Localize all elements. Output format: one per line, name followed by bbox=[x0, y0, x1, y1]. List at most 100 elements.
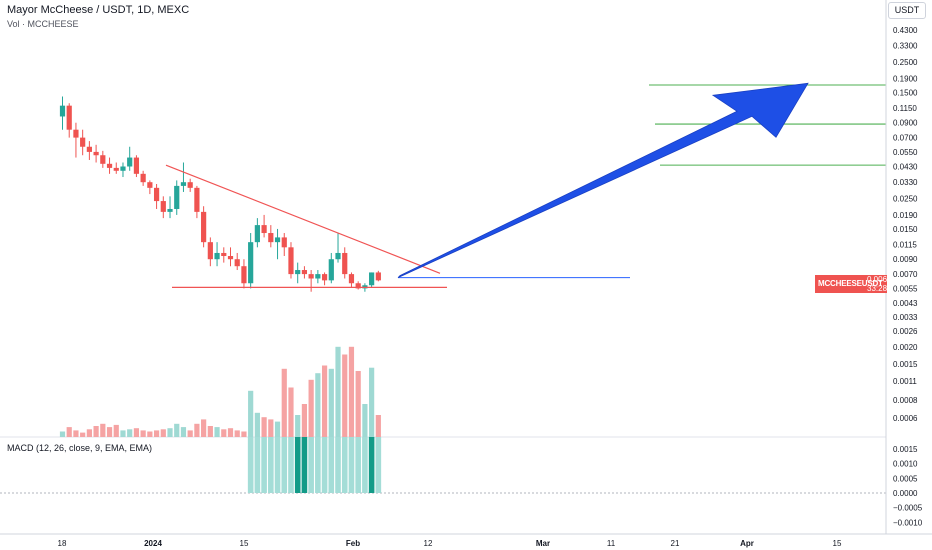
price-tick-label: 0.0190 bbox=[893, 211, 918, 220]
candle-body bbox=[268, 233, 274, 243]
candle-body bbox=[80, 137, 86, 147]
projection-arrow bbox=[397, 82, 809, 278]
time-tick-label: 18 bbox=[58, 539, 67, 548]
macd-label: MACD (12, 26, close, 9, EMA, EMA) bbox=[7, 443, 153, 453]
candle-body bbox=[214, 252, 220, 260]
volume-bar bbox=[133, 428, 140, 437]
price-tick-label: 0.0043 bbox=[893, 299, 918, 308]
candle-body bbox=[120, 166, 126, 171]
volume-pane bbox=[59, 346, 381, 437]
macd-tick-label: 0.0005 bbox=[893, 474, 918, 483]
candle-body bbox=[375, 272, 381, 281]
macd-hist-bar bbox=[315, 437, 321, 493]
macd-hist-bar bbox=[341, 437, 348, 493]
candle-body bbox=[315, 274, 321, 279]
volume-bar bbox=[335, 346, 341, 437]
price-tick-label: 0.0033 bbox=[893, 313, 918, 322]
volume-bar bbox=[167, 428, 173, 437]
price-tick-label: 0.0090 bbox=[893, 255, 918, 264]
volume-bar bbox=[227, 428, 234, 437]
price-tick-label: 0.1500 bbox=[893, 88, 918, 97]
volume-bar bbox=[348, 346, 355, 437]
candle-body bbox=[369, 272, 375, 286]
volume-bar bbox=[140, 430, 146, 437]
macd-hist-bar bbox=[362, 437, 368, 493]
candle-body bbox=[274, 237, 281, 243]
candle-body bbox=[321, 274, 328, 281]
candle-body bbox=[100, 155, 106, 164]
price-tick-label: 0.0430 bbox=[893, 163, 918, 172]
price-tick-label: 0.0008 bbox=[893, 396, 918, 405]
macd-hist-bar bbox=[355, 437, 361, 493]
volume-bar bbox=[174, 423, 180, 437]
volume-bar bbox=[59, 431, 66, 437]
macd-hist-bar bbox=[288, 437, 294, 493]
price-tick-label: 0.0330 bbox=[893, 178, 918, 187]
time-tick-label: 11 bbox=[607, 539, 616, 548]
volume-bar bbox=[321, 365, 328, 437]
price-tick-label: 0.0115 bbox=[893, 241, 917, 250]
candle-body bbox=[160, 201, 166, 212]
volume-bar bbox=[355, 371, 361, 437]
time-tick-label: 2024 bbox=[144, 539, 162, 548]
drawing-layer bbox=[165, 82, 886, 288]
macd-hist-bar bbox=[281, 437, 288, 493]
candle-body bbox=[295, 270, 301, 275]
volume-bar bbox=[281, 368, 287, 437]
price-tick-label: 0.0900 bbox=[893, 119, 918, 128]
macd-hist-bar bbox=[254, 437, 261, 493]
macd-hist-bar bbox=[274, 437, 281, 493]
volume-bar bbox=[207, 426, 213, 437]
volume-label: Vol · MCCHEESE bbox=[7, 19, 79, 29]
candle-body bbox=[301, 270, 308, 275]
volume-bar bbox=[106, 427, 113, 437]
descending-trendline bbox=[165, 164, 441, 274]
price-axis[interactable]: 0.4300 0.3300 0.2500 0.1900 0.1500 0.1150 0.09… bbox=[885, 0, 923, 534]
candle-body bbox=[221, 252, 227, 257]
macd-hist-bar bbox=[348, 437, 355, 493]
price-tick-label: 0.3300 bbox=[893, 42, 918, 51]
candle-body bbox=[201, 211, 207, 243]
macd-tick-label: −0.0005 bbox=[893, 504, 923, 513]
volume-bar bbox=[288, 387, 294, 437]
candle-body bbox=[335, 252, 341, 260]
candle-body bbox=[241, 266, 247, 284]
time-tick-label: 15 bbox=[240, 539, 249, 548]
currency-button[interactable]: USDT bbox=[888, 2, 926, 19]
candle-body bbox=[180, 182, 187, 186]
macd-hist-bar bbox=[308, 437, 314, 493]
volume-bar bbox=[93, 426, 99, 437]
price-tag-value: 0.0063 bbox=[867, 275, 892, 284]
price-tick-label: 0.2500 bbox=[893, 58, 918, 67]
macd-hist-bar bbox=[368, 437, 375, 493]
candle-body bbox=[187, 182, 193, 188]
volume-bar bbox=[241, 431, 247, 437]
macd-hist-bar bbox=[301, 437, 308, 493]
volume-bar bbox=[328, 368, 334, 437]
volume-bar bbox=[254, 412, 260, 437]
volume-bar bbox=[86, 429, 92, 437]
price-tick-label: 0.0150 bbox=[893, 225, 918, 234]
candle-body bbox=[348, 274, 355, 284]
price-tick-label: 0.0250 bbox=[893, 195, 918, 204]
volume-bar bbox=[147, 431, 153, 437]
macd-hist-bar bbox=[268, 437, 274, 493]
macd-tick-label: 0.0010 bbox=[893, 460, 918, 469]
candle-body bbox=[140, 173, 146, 183]
candle-body bbox=[308, 274, 314, 279]
volume-bar bbox=[362, 404, 368, 437]
time-tick-label: Mar bbox=[536, 539, 550, 548]
candle-body bbox=[147, 182, 153, 188]
chart-title: Mayor McCheese / USDT, 1D, MEXC bbox=[7, 4, 190, 16]
volume-bar bbox=[261, 417, 267, 437]
volume-bar bbox=[80, 432, 86, 437]
volume-bar bbox=[308, 379, 314, 437]
price-tick-label: 0.1900 bbox=[893, 74, 918, 83]
macd-hist-bar bbox=[321, 437, 328, 493]
candle-body bbox=[106, 163, 113, 168]
time-axis[interactable]: 18 2024 15 Feb 12 Mar 11 21 Apr 15 bbox=[0, 533, 932, 548]
volume-bar bbox=[315, 373, 321, 437]
candle-body bbox=[133, 157, 140, 174]
volume-bar bbox=[100, 423, 106, 437]
